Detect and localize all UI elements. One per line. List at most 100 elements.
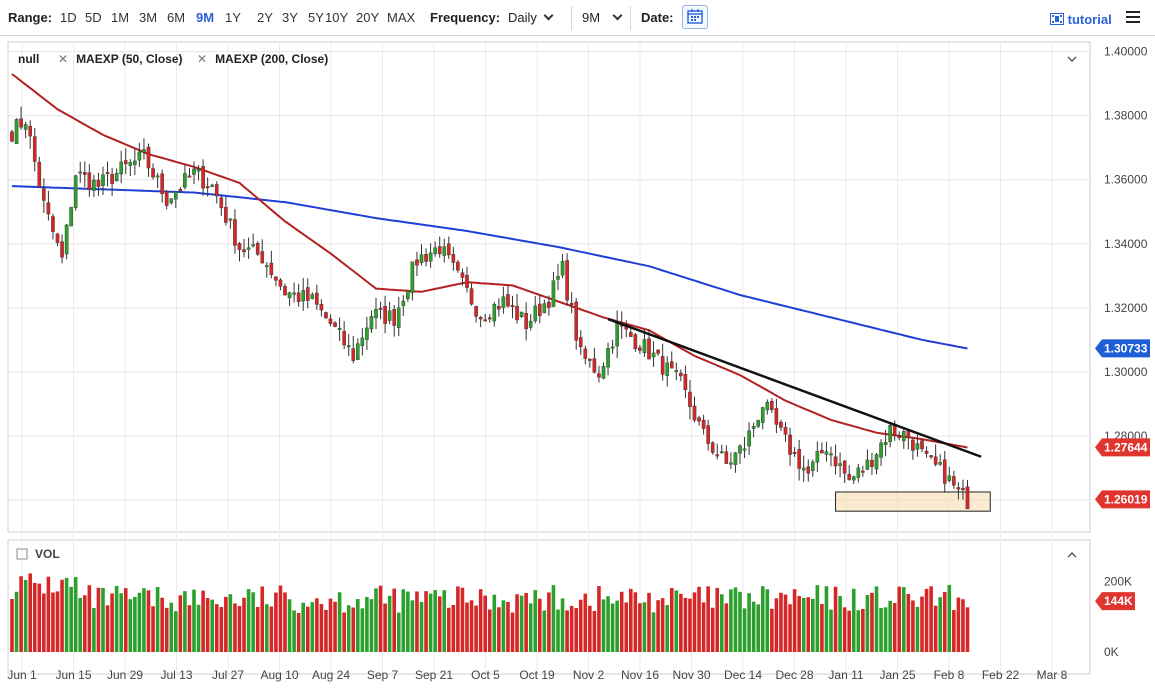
candle-body xyxy=(296,292,301,302)
candle-body xyxy=(401,300,406,306)
chart-toolbar: Range: 1D 5D 1M 3M 6M 9M 1Y 2Y 3Y 5Y 10Y 20Y MAX Fre… xyxy=(0,0,1155,36)
tutorial-link[interactable]: tutorial xyxy=(1050,12,1112,27)
close-icon[interactable]: ✕ xyxy=(58,52,69,66)
volume-bar xyxy=(87,585,92,652)
range-button-5y[interactable]: 5Y xyxy=(308,10,324,25)
volume-bar xyxy=(756,604,760,652)
volume-bar xyxy=(328,598,333,652)
candle-body xyxy=(469,288,474,305)
legend-ma50[interactable]: ✕ MAEXP (50, Close) xyxy=(58,52,183,66)
candle-body xyxy=(337,327,342,330)
candle-body xyxy=(251,244,255,247)
candle-body xyxy=(87,172,92,190)
candle-body xyxy=(69,206,73,227)
legend-main: null xyxy=(18,52,40,66)
volume-bar xyxy=(838,595,842,652)
x-tick-label: Mar 8 xyxy=(1037,668,1068,682)
range-button-2y[interactable]: 2Y xyxy=(257,10,273,25)
candle-body xyxy=(902,431,906,442)
toolbar-divider xyxy=(630,6,631,30)
volume-bar xyxy=(524,592,528,652)
volume-bar xyxy=(101,587,105,652)
volume-bar xyxy=(638,603,642,652)
volume-bar xyxy=(651,612,656,652)
volume-bar xyxy=(578,599,583,652)
candle-body xyxy=(883,442,888,446)
candle-body xyxy=(242,249,246,253)
volume-bar xyxy=(533,590,538,652)
candle-body xyxy=(201,166,205,189)
candle-body xyxy=(51,216,55,232)
candle-body xyxy=(515,306,519,321)
candle-body xyxy=(360,337,365,347)
candle-body xyxy=(679,372,683,377)
frequency-select[interactable]: Daily xyxy=(508,10,554,25)
range-button-10y[interactable]: 10Y xyxy=(325,10,349,25)
volume-bar xyxy=(642,602,647,652)
volume-bar xyxy=(296,613,301,652)
volume-bar xyxy=(255,606,260,652)
volume-bar xyxy=(610,603,615,652)
volume-bar xyxy=(833,586,838,652)
calendar-icon[interactable] xyxy=(682,5,708,29)
range-button-5d[interactable]: 5D xyxy=(85,10,102,25)
candle-body xyxy=(178,189,183,191)
candle-body xyxy=(519,311,524,317)
candle-body xyxy=(224,206,228,223)
period-select[interactable]: 9M xyxy=(582,10,623,25)
range-button-max[interactable]: MAX xyxy=(387,10,416,25)
candle-body xyxy=(478,317,483,320)
volume-bar xyxy=(274,592,278,652)
volume-bar xyxy=(633,592,638,652)
range-button-1y[interactable]: 1Y xyxy=(225,10,241,25)
volume-bar xyxy=(151,606,155,652)
range-button-3m[interactable]: 3M xyxy=(139,10,158,25)
candle-body xyxy=(911,439,915,451)
volume-bar xyxy=(356,599,360,652)
close-icon[interactable]: ✕ xyxy=(197,52,208,66)
range-button-6m[interactable]: 6M xyxy=(167,10,186,25)
candle-body xyxy=(701,419,706,429)
candle-body xyxy=(929,455,933,458)
candle-body xyxy=(351,348,356,361)
candle-body xyxy=(524,313,528,330)
volume-bar xyxy=(487,609,492,652)
candle-body xyxy=(219,197,224,209)
volume-bar xyxy=(506,601,510,652)
candle-body xyxy=(615,321,619,347)
volume-bar xyxy=(474,605,478,652)
support-zone xyxy=(835,491,991,512)
volume-bar xyxy=(160,597,164,652)
price-tag-last-bg xyxy=(1095,490,1150,509)
candle-body xyxy=(770,401,774,410)
candle-body xyxy=(265,265,269,268)
candle-body xyxy=(210,184,215,187)
candle-body xyxy=(196,169,201,172)
candle-body xyxy=(96,179,101,187)
x-tick-label: Oct 19 xyxy=(519,668,555,682)
volume-bar xyxy=(96,587,101,652)
volume-bar xyxy=(346,605,351,652)
volume-bar xyxy=(210,599,214,652)
volume-bar xyxy=(751,601,756,652)
candle-body xyxy=(451,254,456,263)
range-button-9m[interactable]: 9M xyxy=(196,10,215,25)
volume-bar xyxy=(192,589,196,652)
volume-bar xyxy=(915,606,920,652)
candle-body xyxy=(465,274,469,288)
volume-bar xyxy=(137,592,142,652)
volume-bar xyxy=(228,594,233,652)
volume-bar xyxy=(669,588,674,652)
range-button-1m[interactable]: 1M xyxy=(111,10,130,25)
price-tag-last: 1.26019 xyxy=(1104,492,1148,506)
candle-body xyxy=(137,151,142,161)
range-button-1d[interactable]: 1D xyxy=(60,10,77,25)
range-button-3y[interactable]: 3Y xyxy=(282,10,298,25)
candle-body xyxy=(151,168,155,178)
volume-bar xyxy=(374,588,378,652)
hamburger-menu-icon[interactable] xyxy=(1126,11,1140,23)
range-button-20y[interactable]: 20Y xyxy=(356,10,380,25)
volume-bar xyxy=(378,585,383,652)
legend-ma200[interactable]: ✕ MAEXP (200, Close) xyxy=(197,52,329,66)
